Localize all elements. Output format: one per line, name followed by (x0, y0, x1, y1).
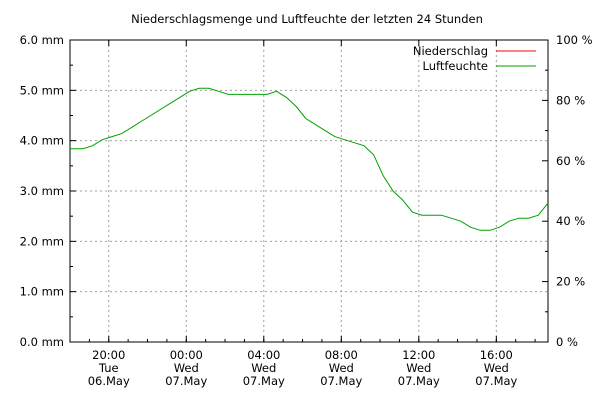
legend-label-luftfeuchte: Luftfeuchte (423, 59, 488, 73)
x-tick-label: 12:00 (402, 348, 435, 362)
left-tick-label: 2.0 mm (20, 234, 64, 248)
x-tick-label: 06.May (88, 374, 130, 388)
x-tick-label: Wed (329, 361, 354, 375)
x-tick-label: 20:00 (92, 348, 125, 362)
left-tick-label: 4.0 mm (20, 134, 64, 148)
left-axis-ticks: 0.0 mm 1.0 mm 2.0 mm 3.0 mm 4.0 mm 5.0 mm 6.0 … (20, 33, 76, 349)
x-tick-label: 08:00 (325, 348, 358, 362)
right-tick-label: 0 % (556, 335, 578, 349)
right-tick-label: 40 % (556, 214, 585, 228)
x-tick-label: 07.May (243, 374, 285, 388)
x-tick-label: 04:00 (247, 348, 280, 362)
series-line-luftfeuchte (70, 87, 549, 231)
x-tick-label: Wed (251, 361, 276, 375)
left-tick-label: 3.0 mm (20, 184, 64, 198)
x-tick-label: Wed (484, 361, 509, 375)
x-tick-label: Wed (174, 361, 199, 375)
left-tick-label: 6.0 mm (20, 33, 64, 47)
x-tick-label: 07.May (320, 374, 362, 388)
series-lines (70, 87, 549, 231)
right-axis-ticks: 0 % 20 % 40 % 60 % 80 % 100 % (542, 33, 593, 349)
x-tick-label: 16:00 (480, 348, 513, 362)
legend: Niederschlag Luftfeuchte (413, 44, 536, 73)
x-tick-label: Wed (406, 361, 431, 375)
x-tick-label: 00:00 (170, 348, 203, 362)
legend-label-niederschlag: Niederschlag (413, 44, 488, 58)
right-tick-label: 80 % (556, 93, 585, 107)
left-tick-label: 5.0 mm (20, 83, 64, 97)
x-tick-label: Tue (98, 361, 119, 375)
left-tick-label: 1.0 mm (20, 285, 64, 299)
right-tick-label: 20 % (556, 275, 585, 289)
x-axis-ticks: 20:00Tue06.May00:00Wed07.May04:00Wed07.M… (69, 40, 536, 388)
chart-title: Niederschlagsmenge und Luftfeuchte der l… (131, 12, 483, 26)
x-tick-label: 07.May (398, 374, 440, 388)
left-tick-label: 0.0 mm (20, 335, 64, 349)
x-tick-label: 07.May (165, 374, 207, 388)
grid (70, 40, 548, 342)
plot-area-border (69, 39, 549, 343)
x-tick-label: 07.May (475, 374, 517, 388)
right-tick-label: 60 % (556, 154, 585, 168)
right-tick-label: 100 % (556, 33, 593, 47)
